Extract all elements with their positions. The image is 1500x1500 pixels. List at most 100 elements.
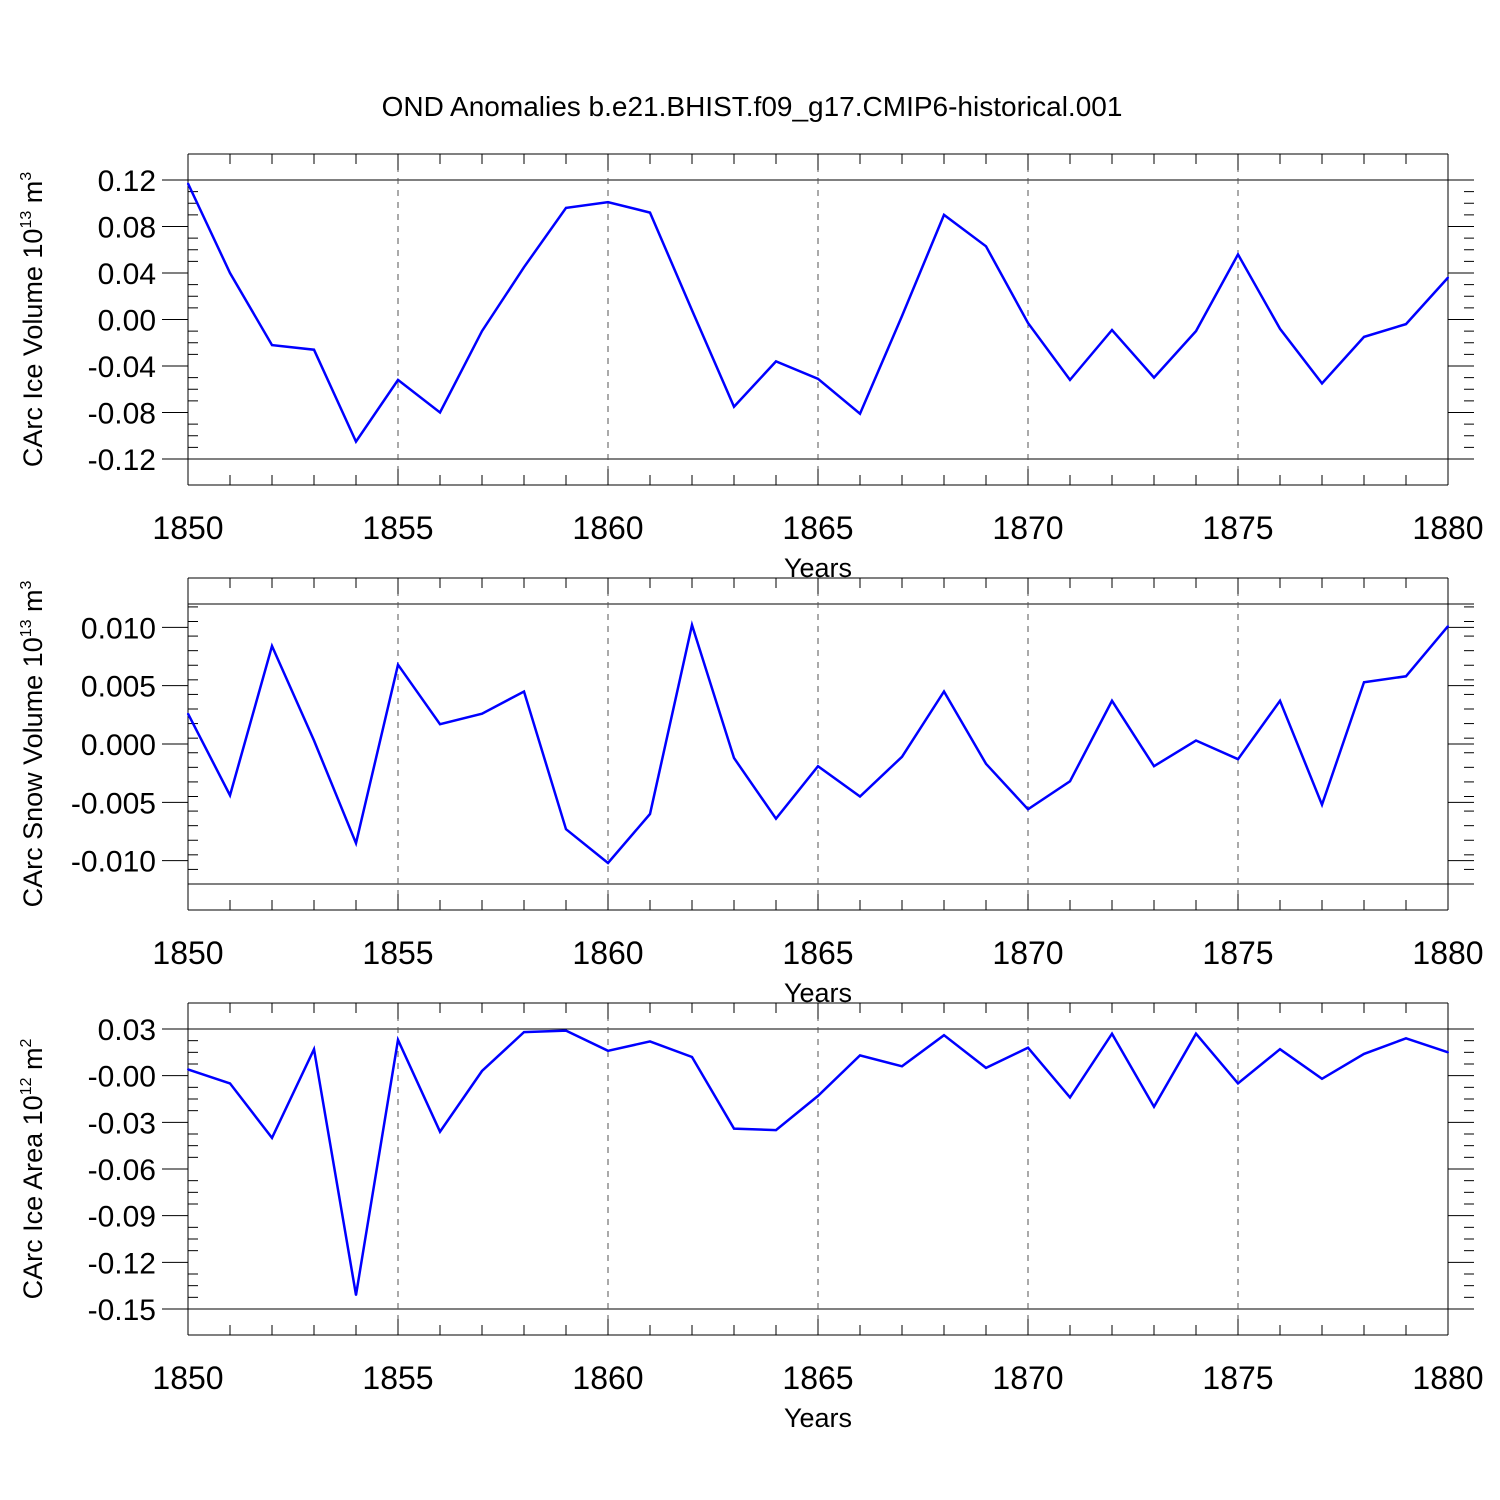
y-tick-label: -0.12 (88, 444, 156, 477)
y-tick-label: 0.04 (98, 258, 156, 291)
panels: -0.12 -0.08 -0.04 0.00 0.04 0.08 0.12 1850 1855 1… (18, 153, 1484, 1433)
y-axis-label-part: CArc Ice Area 10 (18, 1095, 48, 1299)
data-point (607, 201, 609, 204)
data-point (313, 1048, 315, 1051)
data-point (1279, 1048, 1281, 1051)
data-point (691, 624, 693, 626)
y-axis-label-part: 2 (18, 1039, 35, 1048)
data-point (1321, 382, 1323, 385)
data-point (1153, 1105, 1155, 1108)
y-tick-label: -0.15 (88, 1294, 156, 1327)
data-point (775, 817, 777, 820)
data-point (943, 690, 945, 693)
data-point (481, 712, 483, 715)
y-tick-label: 0.12 (98, 165, 156, 198)
x-tick-label: 1865 (782, 935, 853, 971)
data-point (313, 739, 315, 742)
data-point (985, 1066, 987, 1069)
data-point (1027, 1046, 1029, 1049)
data-point (313, 348, 315, 351)
data-point (1195, 1032, 1197, 1035)
data-point (1153, 376, 1155, 379)
data-point (271, 645, 273, 647)
data-point (187, 182, 189, 185)
data-point (985, 762, 987, 765)
y-tick-label: -0.005 (71, 787, 156, 820)
chart-title: OND Anomalies b.e21.BHIST.f09_g17.CMIP6-… (382, 91, 1123, 122)
panel-1: -0.12 -0.08 -0.04 0.00 0.04 0.08 0.12 1850 1855 1… (18, 153, 1484, 583)
data-point (565, 828, 567, 831)
data-point (1069, 378, 1071, 381)
x-tick-label: 1880 (1412, 510, 1483, 546)
data-point (985, 245, 987, 248)
data-point (607, 862, 609, 864)
y-axis-label: CArc Ice Area 1012 m2 (18, 1039, 48, 1300)
y-tick-label: -0.010 (71, 846, 156, 879)
y-tick-label: -0.09 (88, 1201, 156, 1234)
data-point (733, 757, 735, 759)
data-point (1069, 1096, 1071, 1099)
data-point (859, 795, 861, 798)
data-point (901, 1065, 903, 1068)
data-point (1237, 758, 1239, 761)
y-tick-label: 0.005 (81, 671, 156, 704)
y-tick-label: -0.00 (88, 1061, 156, 1094)
data-point (1363, 335, 1365, 338)
data-point (481, 330, 483, 333)
data-point (1321, 1077, 1323, 1080)
y-axis-label-part: 13 (18, 619, 35, 637)
data-point (1111, 1032, 1113, 1035)
data-point (1405, 675, 1407, 678)
data-point (1279, 699, 1281, 702)
x-tick-label: 1875 (1202, 510, 1273, 546)
data-point (691, 309, 693, 312)
data-point (229, 1082, 231, 1085)
data-point (649, 1040, 651, 1043)
x-tick-label: 1875 (1202, 935, 1273, 971)
y-axis-label-part: CArc Ice Volume 10 (18, 229, 48, 468)
data-point (187, 712, 189, 715)
data-point (817, 1094, 819, 1097)
y-tick-label: -0.06 (88, 1154, 156, 1187)
data-point (1279, 327, 1281, 330)
data-point (1111, 699, 1113, 702)
x-axis-label: Years (784, 1403, 852, 1433)
data-point (817, 377, 819, 380)
data-point (439, 723, 441, 726)
y-axis-label-part: CArc Snow Volume 10 (18, 637, 48, 907)
data-point (1027, 322, 1029, 324)
x-tick-label: 1875 (1202, 1360, 1273, 1396)
x-tick-label: 1850 (152, 1360, 223, 1396)
data-point (439, 411, 441, 414)
data-point (1447, 276, 1449, 279)
data-point (1027, 808, 1029, 811)
data-point (775, 360, 777, 363)
x-tick-label: 1880 (1412, 935, 1483, 971)
x-tick-label: 1880 (1412, 1360, 1483, 1396)
data-point (397, 378, 399, 381)
data-point (1195, 739, 1197, 742)
data-point (1405, 323, 1407, 326)
x-tick-label: 1860 (572, 1360, 643, 1396)
x-tick-label: 1850 (152, 935, 223, 971)
y-tick-label: 0.03 (98, 1014, 156, 1047)
data-point (733, 405, 735, 408)
x-tick-label: 1855 (362, 935, 433, 971)
data-point (1111, 329, 1113, 331)
y-tick-label: -0.12 (88, 1247, 156, 1280)
x-tick-label: 1860 (572, 935, 643, 971)
y-axis-label-part: 12 (18, 1077, 35, 1095)
y-tick-label: 0.000 (81, 729, 156, 762)
data-point (1237, 1082, 1239, 1085)
y-axis-label-part: 3 (18, 172, 35, 181)
data-point (1363, 681, 1365, 684)
panel-2: -0.010 -0.005 0.000 0.005 0.010 1850 1855 1860 1… (18, 577, 1484, 1008)
data-point (523, 266, 525, 269)
data-point (943, 1034, 945, 1037)
data-point (1447, 1051, 1449, 1054)
y-axis-label-part: m (18, 589, 48, 619)
data-point (901, 755, 903, 758)
data-point (229, 794, 231, 797)
data-point (943, 213, 945, 216)
